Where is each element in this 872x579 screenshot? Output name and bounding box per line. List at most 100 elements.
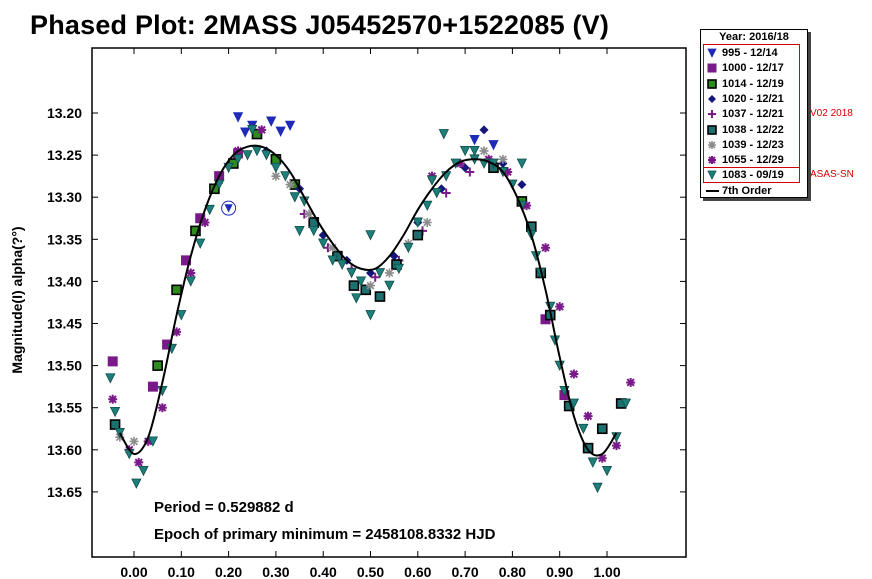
legend-item: 1000 - 12/17 (701, 60, 807, 76)
legend-item: 995 - 12/14 (701, 45, 807, 61)
data-point (147, 381, 158, 392)
y-tick-label: 13.25 (47, 147, 82, 163)
period-note: Period = 0.529882 d (154, 499, 294, 516)
data-point (516, 158, 528, 169)
plot-frame (91, 47, 687, 558)
data-point (479, 125, 489, 135)
data-point (185, 276, 196, 287)
legend-marker-icon (706, 189, 719, 192)
data-point (431, 188, 442, 199)
asas-sn-label: ASAS-SN (810, 169, 854, 180)
data-point (186, 268, 196, 278)
y-axis-ticks: 13.20 13.25 13.30 13.35 13.40 13.45 13.50 13.55… (47, 105, 686, 500)
data-point (190, 225, 201, 237)
data-point (257, 125, 267, 135)
x-tick-label: 0.30 (262, 564, 289, 579)
legend-title: Year: 2016/18 (719, 31, 789, 43)
legend-marker-icon (707, 63, 717, 73)
chart-title: Phased Plot: 2MASS J05452570+1522085 (V) (30, 10, 610, 40)
data-point (152, 360, 163, 371)
data-point (242, 150, 253, 161)
data-point (294, 225, 305, 237)
data-point (107, 356, 118, 367)
legend-marker-icon (707, 170, 717, 181)
x-tick-label: 0.00 (120, 564, 147, 579)
data-point (587, 457, 598, 468)
fit-curve (118, 144, 618, 457)
x-tick-label: 0.10 (168, 564, 195, 579)
data-point (707, 48, 717, 58)
data-point (172, 327, 182, 337)
y-tick-label: 13.35 (47, 231, 82, 247)
legend-marker-icon (708, 140, 716, 149)
legend-item: 7th Order (701, 183, 807, 199)
legend-item: 1037 - 12/21 (701, 106, 807, 122)
legend-item: 1055 - 12/29 (701, 152, 807, 168)
y-tick-label: 13.50 (47, 358, 82, 374)
data-point (108, 394, 118, 404)
data-point (308, 225, 319, 237)
data-point (707, 63, 717, 73)
x-axis-ticks: 0.00 0.10 0.20 0.30 0.40 0.50 0.60 0.70 0.80 0.90… (120, 48, 621, 579)
data-point (129, 436, 139, 446)
data-point (289, 192, 300, 203)
data-point (365, 310, 376, 321)
data-point (204, 204, 215, 216)
x-tick-label: 0.40 (310, 564, 337, 579)
data-point (707, 170, 717, 181)
data-point (426, 175, 438, 186)
data-point (176, 310, 187, 321)
data-point (346, 268, 357, 279)
x-tick-label: 0.70 (451, 564, 478, 579)
data-point (336, 259, 348, 270)
data-point (109, 407, 121, 418)
data-points (105, 112, 636, 494)
data-point (422, 200, 433, 212)
data-point (284, 120, 296, 132)
x-tick-label: 1.00 (593, 564, 620, 579)
legend-label: 1020 - 12/21 (722, 92, 784, 105)
data-point (143, 436, 153, 446)
data-point (271, 171, 281, 181)
data-point (157, 403, 167, 413)
v02-group-box (703, 44, 800, 168)
data-point (522, 201, 532, 211)
data-point (708, 110, 716, 119)
legend-label: 1038 - 12/22 (722, 123, 784, 136)
x-tick-label: 0.50 (357, 564, 384, 579)
data-point (147, 436, 159, 447)
y-tick-label: 13.30 (47, 189, 82, 205)
data-point (620, 398, 632, 409)
data-point (270, 162, 282, 174)
data-point (541, 243, 551, 253)
data-point (708, 94, 716, 103)
asas-group-box (703, 167, 800, 183)
y-tick-label: 13.20 (47, 105, 82, 121)
y-tick-label: 13.60 (47, 442, 82, 458)
data-point (412, 229, 424, 241)
legend-label: 1037 - 12/21 (722, 108, 784, 121)
data-point (131, 478, 142, 489)
data-point (370, 272, 380, 282)
legend-item: 1020 - 12/21 (701, 91, 807, 107)
data-point (707, 78, 717, 89)
x-tick-label: 0.80 (499, 564, 526, 579)
data-point (498, 154, 508, 164)
data-point (366, 281, 375, 291)
data-point (200, 217, 210, 227)
data-point (459, 145, 471, 157)
data-point (555, 302, 565, 312)
data-point (328, 243, 338, 253)
data-point (195, 238, 206, 249)
data-point (109, 419, 121, 430)
data-point (374, 268, 386, 279)
data-point (517, 180, 527, 190)
data-point (134, 457, 144, 467)
legend-label: 7th Order (722, 184, 772, 197)
data-point (384, 268, 394, 278)
legend-label: 1000 - 12/17 (722, 62, 784, 75)
data-point (384, 280, 395, 292)
data-point (592, 482, 603, 494)
legend-marker-icon (708, 110, 716, 119)
